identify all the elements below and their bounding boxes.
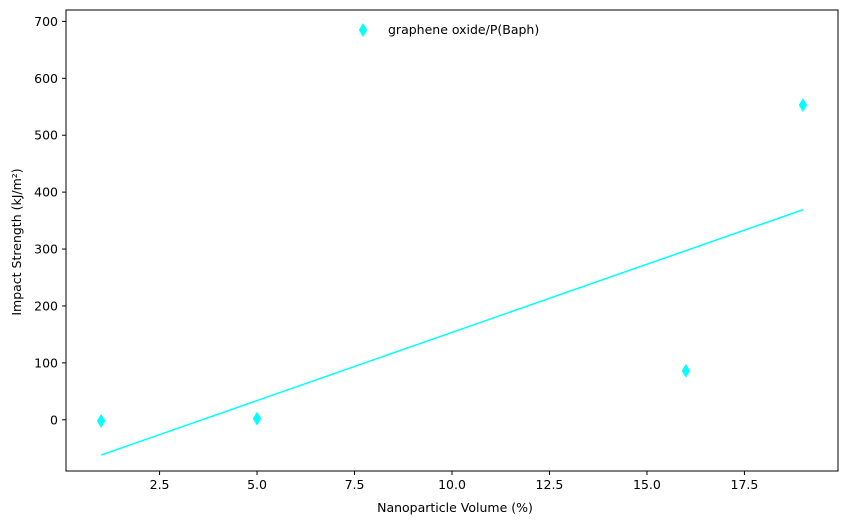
legend: graphene oxide/P(Baph) — [358, 22, 539, 37]
x-axis-label: Nanoparticle Volume (%) — [377, 500, 533, 515]
y-tick-label: 400 — [34, 185, 58, 200]
x-tick-label: 7.5 — [345, 477, 365, 492]
y-tick-label: 600 — [34, 71, 58, 86]
data-point — [681, 363, 691, 378]
y-tick-label: 300 — [34, 242, 58, 257]
y-tick-label: 700 — [34, 14, 58, 29]
legend-label: graphene oxide/P(Baph) — [388, 22, 539, 37]
data-point — [798, 98, 808, 113]
y-tick-label: 100 — [34, 355, 58, 370]
trend-line — [100, 209, 804, 456]
data-point — [96, 413, 106, 428]
y-tick-label: 200 — [34, 298, 58, 313]
y-axis-label: Impact Strength (kJ/m²) — [9, 168, 24, 315]
axes-frame — [65, 9, 839, 472]
y-tick-label: 500 — [34, 128, 58, 143]
x-tick-label: 17.5 — [731, 477, 759, 492]
x-tick-label: 2.5 — [150, 477, 170, 492]
x-axis-ticks: 2.5 5.0 7.5 10.0 12.5 15.0 17.5 — [150, 471, 759, 492]
y-axis-ticks: 0 100 200 300 400 500 600 700 — [34, 14, 66, 427]
data-point — [252, 411, 262, 426]
x-tick-label: 15.0 — [633, 477, 661, 492]
x-tick-label: 12.5 — [536, 477, 564, 492]
legend-marker — [358, 23, 368, 37]
x-tick-label: 5.0 — [247, 477, 267, 492]
y-tick-label: 0 — [50, 412, 58, 427]
plot-area — [65, 9, 839, 472]
x-tick-label: 10.0 — [438, 477, 466, 492]
